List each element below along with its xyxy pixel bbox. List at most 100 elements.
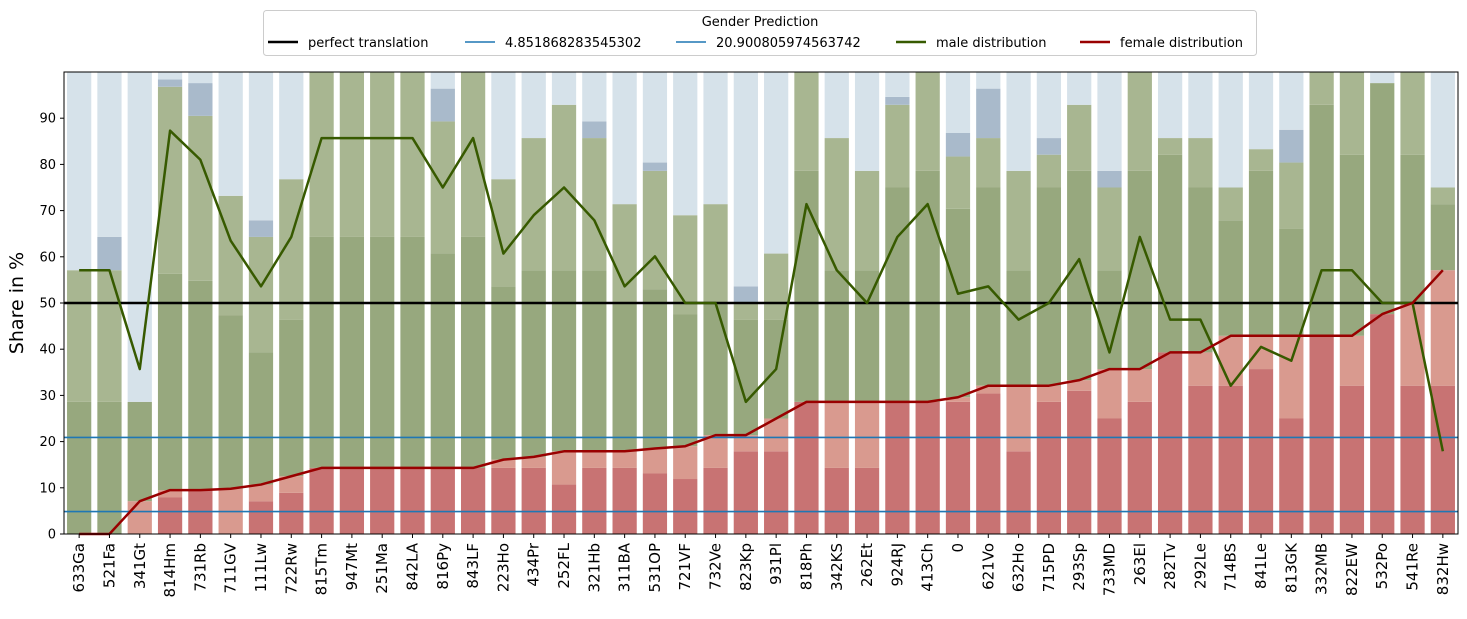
y-tick-label: 10 <box>39 481 56 496</box>
bar-female-light <box>1097 369 1122 419</box>
bar-remainder <box>67 72 92 271</box>
y-axis-label: Share in % <box>6 252 28 354</box>
bar-male-dark <box>67 401 92 534</box>
bar-male-dark <box>1067 170 1092 381</box>
x-tick-label: 822EW <box>1343 543 1361 596</box>
bar-female-dark <box>824 467 849 534</box>
x-tick-label: 815Tm <box>313 543 331 595</box>
bar-remainder <box>885 72 910 97</box>
bar-remainder <box>703 72 728 205</box>
bar-male-dark <box>97 401 122 534</box>
bar-remainder <box>1218 72 1243 188</box>
bar-remainder <box>733 72 758 287</box>
bar-female-dark <box>1157 352 1183 534</box>
bar-male-dark <box>370 236 395 468</box>
bar-female-light <box>551 451 577 485</box>
bar-female-light <box>1430 270 1455 386</box>
bar-remainder <box>1097 72 1122 171</box>
x-tick-label: 292Le <box>1191 543 1209 589</box>
bar-remainder <box>218 72 243 196</box>
bar-female-light <box>279 476 304 493</box>
bar-male-light <box>1188 138 1213 188</box>
bar-male-light <box>400 72 425 237</box>
y-tick-label: 20 <box>39 435 56 450</box>
x-tick-label: 814Hm <box>161 543 179 598</box>
bar-female-light <box>1188 352 1213 386</box>
bar-male-dark <box>218 315 243 489</box>
x-tick-label: 252FL <box>555 542 573 588</box>
bar-male-light <box>945 156 971 209</box>
x-tick-label: 947Mt <box>343 543 361 591</box>
x-tick-label: 282Tv <box>1161 543 1179 590</box>
bar-male-light <box>824 138 849 271</box>
bar-remainder <box>764 72 789 254</box>
bar-female-dark <box>1036 401 1062 534</box>
bar-neutral <box>885 96 910 105</box>
bars-layer <box>67 72 1455 534</box>
bar-male-light <box>1400 72 1425 155</box>
distribution-lines-layer <box>79 129 1445 536</box>
bar-female-dark <box>794 401 819 534</box>
bar-female-light <box>1248 335 1274 370</box>
bar-male-light <box>1157 138 1183 155</box>
bar-remainder <box>430 72 455 89</box>
legend-label: male distribution <box>936 36 1046 51</box>
bar-male-light <box>1279 162 1304 229</box>
bar-female-dark <box>673 479 698 534</box>
bar-male-light <box>1430 187 1455 205</box>
bar-female-light <box>1067 380 1092 391</box>
bar-male-dark <box>1006 270 1031 386</box>
bar-female-dark <box>279 492 304 534</box>
legend-label: 4.851868283545302 <box>505 36 641 51</box>
bar-remainder <box>248 72 274 221</box>
bar-neutral <box>1036 138 1062 155</box>
bar-female-light <box>1279 335 1304 419</box>
bar-female-dark <box>915 401 940 534</box>
bar-male-dark <box>1279 228 1304 336</box>
bar-male-light <box>1339 72 1365 155</box>
bar-male-dark <box>642 289 668 449</box>
bar-female-dark <box>400 467 425 534</box>
y-tick-label: 30 <box>39 389 56 404</box>
bar-male-light <box>703 204 728 303</box>
bar-male-light <box>1127 72 1152 171</box>
bar-female-dark <box>612 467 637 534</box>
bar-male-light <box>885 104 910 188</box>
bar-male-light <box>1248 149 1274 171</box>
x-tick-label: 714BS <box>1222 543 1240 591</box>
bar-female-dark <box>945 401 971 534</box>
reference-lines-layer <box>64 301 1458 513</box>
x-tick-label: 731Rb <box>191 543 209 592</box>
bar-male-light <box>854 170 880 271</box>
x-tick-label: 832Hw <box>1434 543 1452 595</box>
x-tick-label: 0 <box>949 543 967 553</box>
x-tick-label: 823Kp <box>737 543 755 591</box>
x-tick-label: 263El <box>1131 543 1149 585</box>
bar-male-light <box>673 215 698 315</box>
x-tick-label: 311BA <box>616 542 634 592</box>
bar-female-light <box>1339 335 1365 386</box>
bar-male-light <box>67 270 92 402</box>
y-tick-label: 50 <box>39 297 56 312</box>
bar-remainder <box>1248 72 1274 150</box>
bar-male-light <box>582 138 607 271</box>
bar-female-light <box>824 401 849 468</box>
bar-male-dark <box>1370 83 1395 315</box>
bar-remainder <box>1370 72 1395 84</box>
bar-female-light <box>945 397 971 402</box>
bar-neutral <box>976 88 1001 139</box>
bar-male-dark <box>824 270 849 402</box>
x-tick-label: 711GV <box>222 542 240 593</box>
x-tick-label: 843LF <box>464 543 482 589</box>
bar-neutral <box>430 88 455 122</box>
y-tick-label: 70 <box>39 204 56 219</box>
bar-male-dark <box>521 270 546 457</box>
bar-female-dark <box>1006 451 1031 534</box>
bar-female-dark <box>1067 390 1092 534</box>
x-tick-label: 813GK <box>1282 542 1300 593</box>
bar-remainder <box>824 72 849 139</box>
bar-female-dark <box>339 467 365 534</box>
bar-remainder <box>127 72 152 402</box>
x-tick-label: 632Ho <box>1010 543 1028 592</box>
bar-female-light <box>1218 335 1243 386</box>
